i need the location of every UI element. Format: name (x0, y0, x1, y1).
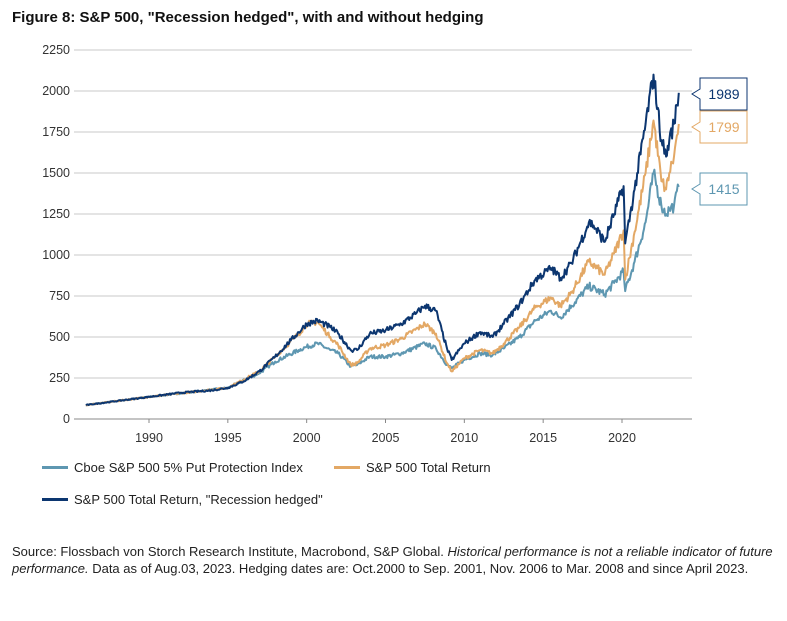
legend-label: Cboe S&P 500 5% Put Protection Index (74, 460, 303, 475)
y-tick-label: 0 (63, 412, 70, 426)
source-note: Source: Flossbach von Storch Research In… (12, 543, 777, 577)
end-value-label: 1989 (708, 86, 739, 102)
x-tick-label: 1990 (135, 431, 163, 445)
source-dates-text: Data as of Aug.03, 2023. Hedging dates a… (88, 561, 749, 576)
end-value-label: 1415 (708, 181, 739, 197)
y-tick-label: 750 (49, 289, 70, 303)
x-tick-label: 2005 (372, 431, 400, 445)
disclaimer-text: Historical performance is not a reliable… (12, 544, 773, 576)
source-text: Source: Flossbach von Storch Research In… (12, 544, 448, 559)
chart-title: Figure 8: S&P 500, "Recession hedged", w… (12, 9, 484, 26)
end-value-label: 1799 (708, 119, 739, 135)
y-tick-label: 2250 (42, 43, 70, 57)
legend-swatch-orange (334, 466, 360, 469)
y-tick-label: 1000 (42, 248, 70, 262)
y-tick-label: 1250 (42, 207, 70, 221)
series-line (85, 168, 680, 407)
y-tick-label: 1500 (42, 166, 70, 180)
line-chart: 0 250 500 750 1000 1250 1500 1750 2000 2250 1990 19… (42, 43, 748, 445)
y-tick-label: 2000 (42, 84, 70, 98)
legend-label: S&P 500 Total Return (366, 460, 491, 475)
x-tick-label: 2000 (293, 431, 321, 445)
y-tick-label: 1750 (42, 125, 70, 139)
x-tick-label: 2015 (529, 431, 557, 445)
end-value-callout (691, 172, 748, 206)
end-value-callout (691, 77, 748, 111)
y-tick-label: 500 (49, 330, 70, 344)
x-tick-label: 2020 (608, 431, 636, 445)
x-tick-label: 2010 (450, 431, 478, 445)
x-tick-label: 1995 (214, 431, 242, 445)
legend-item-recession-hedged: S&P 500 Total Return, "Recession hedged" (42, 492, 323, 507)
legend-swatch-teal (42, 466, 68, 469)
y-tick-label: 250 (49, 371, 70, 385)
series-line (85, 119, 680, 407)
legend-swatch-navy (42, 498, 68, 501)
series-line (85, 73, 680, 406)
legend-item-put-protection: Cboe S&P 500 5% Put Protection Index (42, 460, 303, 475)
legend-label: S&P 500 Total Return, "Recession hedged" (74, 492, 323, 507)
end-value-callout (691, 110, 748, 144)
legend-item-total-return: S&P 500 Total Return (334, 460, 491, 475)
